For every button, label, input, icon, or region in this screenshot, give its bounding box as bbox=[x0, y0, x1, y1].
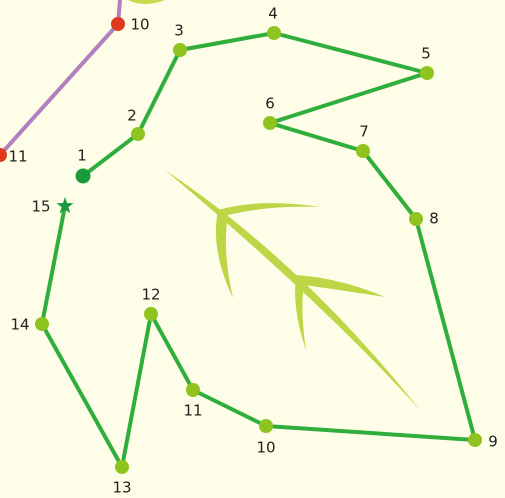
dot-label: 2 bbox=[127, 107, 137, 125]
dot bbox=[186, 383, 200, 397]
neighbor-label: 11 bbox=[8, 148, 27, 166]
dot-label: 3 bbox=[174, 22, 184, 40]
neighbor-dot bbox=[111, 17, 125, 31]
neighbor-label: 10 bbox=[130, 16, 149, 34]
dot bbox=[263, 116, 277, 130]
dot bbox=[131, 127, 145, 141]
dot-label: 8 bbox=[429, 210, 439, 228]
dot-label: 13 bbox=[112, 479, 131, 497]
dot-label: 1 bbox=[77, 147, 87, 165]
dot bbox=[35, 317, 49, 331]
puzzle-canvas: 1234567891011121314151011 bbox=[0, 0, 505, 498]
dot-label: 9 bbox=[488, 433, 498, 451]
dot-label: 5 bbox=[421, 45, 431, 63]
dot bbox=[356, 144, 370, 158]
dot bbox=[115, 460, 129, 474]
dot bbox=[409, 212, 423, 226]
dot-label: 10 bbox=[256, 439, 275, 457]
dot-label: 12 bbox=[141, 286, 160, 304]
dot bbox=[468, 433, 482, 447]
dot bbox=[267, 26, 281, 40]
dot bbox=[76, 169, 91, 184]
dot-label: 11 bbox=[183, 402, 202, 420]
dot-label: 14 bbox=[10, 316, 29, 334]
dot-label: 6 bbox=[265, 95, 275, 113]
dot bbox=[420, 66, 434, 80]
dot-label: 15 bbox=[31, 198, 50, 216]
dot bbox=[144, 307, 158, 321]
dot-label: 4 bbox=[268, 5, 278, 23]
dot-label: 7 bbox=[359, 123, 369, 141]
dot bbox=[173, 43, 187, 57]
dot bbox=[259, 419, 273, 433]
